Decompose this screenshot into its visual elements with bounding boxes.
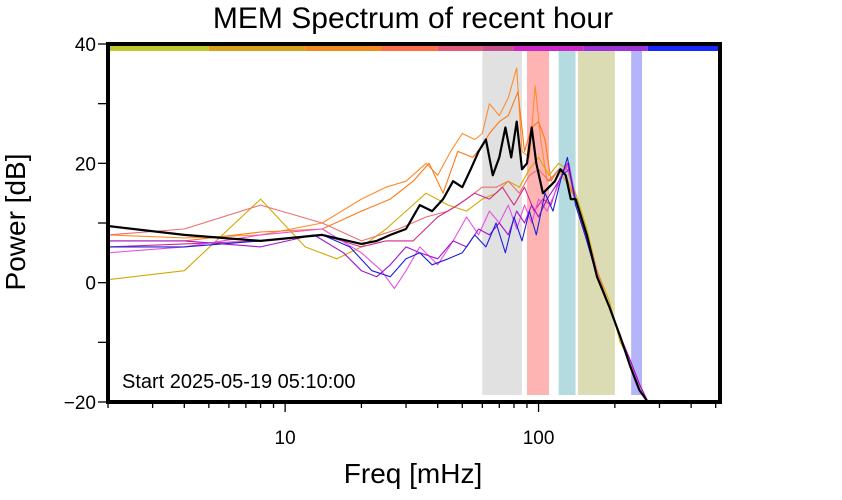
series-line-9 [108,120,649,402]
color-bar-segment-4 [381,46,438,51]
y-tick-label-20: 20 [75,154,96,175]
frequency-band-5 [631,50,643,395]
start-time-annotation: Start 2025-05-19 05:10:00 [122,371,356,393]
color-bar-segment-2 [208,46,306,51]
frequency-band-2 [526,50,550,395]
color-bar-segment-9 [647,46,720,51]
x-axis-ticks: 10 100 [107,402,717,449]
color-bar-segment-1 [108,46,209,51]
series-line-3 [108,156,649,402]
color-bar-segment-5 [437,46,483,51]
y-tick-label--20: −20 [64,393,96,414]
color-bar-segment-7 [513,46,584,51]
y-tick-label-40: 40 [75,35,96,56]
x-tick-label-10: 10 [275,428,296,449]
y-axis-label: Power [dB] [0,154,31,291]
spectrum-series [108,67,649,402]
chart-title: MEM Spectrum of recent hour [213,2,613,35]
color-bar-segment-8 [583,46,648,51]
color-bar-segment-3 [305,46,382,51]
top-color-bar [108,46,720,51]
x-tick-label-100: 100 [523,428,555,449]
x-axis-label: Freq [mHz] [344,458,482,489]
color-bar-segment-6 [482,46,514,51]
plot-frame [106,42,722,404]
frequency-band-3 [558,50,576,395]
y-tick-label-0: 0 [85,274,96,295]
frequency-bands [482,50,643,395]
y-axis-ticks: −20 0 20 40 [64,35,108,414]
